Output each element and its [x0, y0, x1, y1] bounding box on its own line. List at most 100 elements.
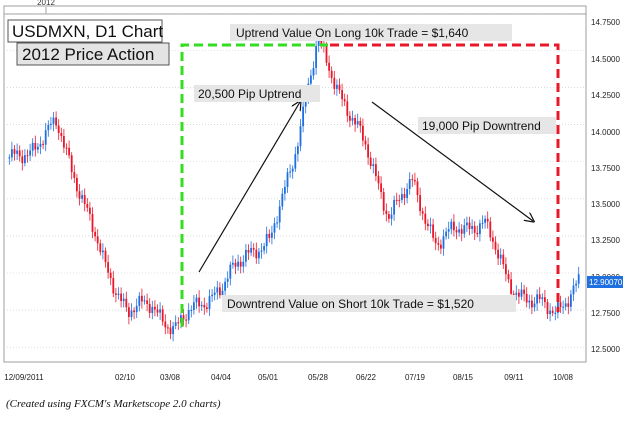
x-tick-label: 07/19 [405, 373, 426, 382]
candle-up [39, 143, 42, 147]
candle-up [408, 179, 411, 189]
chart-title: USDMXN, D1 Chart [12, 22, 163, 41]
candle-down [387, 214, 390, 219]
candle-down [133, 310, 136, 313]
candle-up [312, 67, 315, 76]
candle-down [70, 155, 73, 173]
candle-up [447, 229, 450, 232]
uptrend-value-bg [230, 24, 512, 41]
candle-up [81, 195, 84, 199]
candle-up [575, 283, 578, 286]
uptrend-pips-label: 20,500 Pip Uptrend [198, 87, 301, 101]
candle-down [455, 230, 458, 233]
candle-down [421, 211, 424, 214]
candle-up [10, 149, 13, 158]
candle-up [515, 292, 518, 295]
candle-down [68, 147, 71, 156]
downtrend-arrow [371, 101, 533, 221]
candle-down [543, 297, 546, 303]
y-tick-label: 14.2500 [591, 91, 620, 100]
candle-up [286, 172, 289, 188]
candle-down [494, 241, 497, 250]
chart-subtitle: 2012 Price Action [22, 45, 154, 64]
y-tick-label: 12.5000 [591, 345, 620, 354]
candle-up [294, 154, 297, 169]
candle-down [62, 136, 65, 148]
candle-down [517, 292, 520, 297]
x-tick-label: 08/15 [453, 373, 474, 382]
candle-up [458, 229, 461, 233]
candle-up [283, 187, 286, 194]
candle-up [577, 274, 580, 284]
candle-down [460, 229, 463, 234]
candle-down [75, 177, 78, 192]
candle-down [325, 45, 328, 63]
candle-up [260, 250, 263, 252]
candle-down [538, 294, 541, 300]
candle-down [380, 183, 383, 193]
candle-up [569, 294, 572, 307]
candle-up [216, 287, 219, 293]
candle-up [562, 306, 565, 308]
candle-up [257, 251, 260, 259]
candle-down [559, 302, 562, 308]
candle-up [270, 232, 273, 238]
candle-down [525, 293, 528, 303]
candle-up [23, 155, 26, 164]
candle-up [200, 304, 203, 307]
y-tick-label: 12.7500 [591, 309, 620, 318]
candle-down [489, 221, 492, 238]
candle-down [320, 40, 323, 44]
candle-down [169, 327, 172, 335]
candle-down [419, 195, 422, 212]
candle-up [265, 233, 268, 247]
x-tick-label: 02/10 [115, 373, 136, 382]
candle-up [465, 222, 468, 226]
current-price-label: 12.90070 [589, 278, 623, 287]
candle-down [185, 319, 188, 321]
candle-up [478, 223, 481, 235]
candle-down [369, 157, 372, 166]
candle-down [109, 272, 112, 279]
candle-up [143, 300, 146, 302]
candle-up [309, 75, 312, 84]
candle-up [174, 322, 177, 327]
candle-up [445, 231, 448, 237]
uptrend-arrow [198, 102, 300, 273]
candle-down [83, 195, 86, 204]
candle-down [432, 224, 435, 238]
candle-up [278, 206, 281, 223]
candle-down [65, 147, 68, 149]
candle-down [120, 293, 123, 301]
candle-down [354, 118, 357, 125]
candle-down [18, 150, 21, 157]
candle-up [400, 194, 403, 201]
candle-up [315, 45, 318, 68]
candle-up [224, 281, 227, 291]
candle-down [13, 149, 16, 154]
title-box [7, 19, 163, 43]
candle-down [205, 307, 208, 309]
candle-up [273, 223, 276, 233]
candle-down [148, 303, 151, 313]
candle-up [117, 293, 120, 295]
candle-down [60, 133, 63, 137]
candle-up [242, 261, 245, 267]
candle-down [252, 248, 255, 250]
candle-up [481, 222, 484, 224]
candle-up [101, 250, 104, 253]
candle-down [507, 274, 510, 280]
candle-down [203, 304, 206, 308]
candle-down [348, 115, 351, 121]
candle-up [335, 84, 338, 89]
candle-up [317, 40, 320, 46]
candle-up [229, 264, 232, 279]
y-tick-label: 14.5000 [591, 55, 620, 64]
candle-down [434, 237, 437, 244]
downtrend-value-label: Downtrend Value on Short 10k Trade = $1,… [227, 297, 474, 311]
candle-down [512, 293, 515, 295]
candle-down [486, 218, 489, 222]
candle-up [406, 188, 409, 198]
x-tick-label: 09/11 [504, 373, 524, 382]
candle-down [395, 199, 398, 201]
